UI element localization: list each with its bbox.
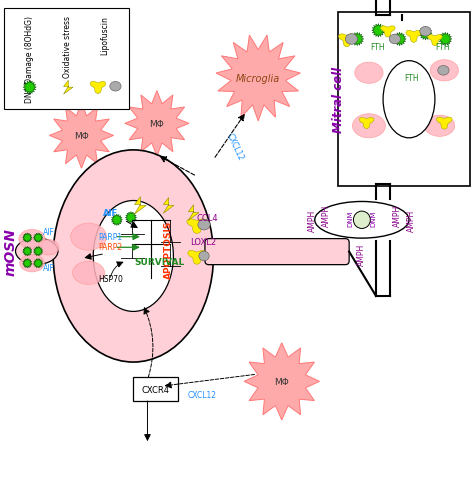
Ellipse shape — [19, 230, 45, 249]
Text: PARP2: PARP2 — [98, 242, 122, 251]
Text: AIF: AIF — [103, 209, 118, 217]
Polygon shape — [437, 118, 452, 130]
Text: mOSN: mOSN — [4, 228, 18, 275]
FancyBboxPatch shape — [338, 14, 470, 187]
Text: AMPH: AMPH — [393, 204, 402, 227]
Polygon shape — [419, 28, 432, 41]
Text: HSP70: HSP70 — [98, 274, 123, 284]
Polygon shape — [34, 233, 43, 243]
Polygon shape — [34, 259, 43, 269]
Polygon shape — [90, 82, 106, 94]
Polygon shape — [188, 251, 206, 265]
Ellipse shape — [16, 239, 58, 265]
Polygon shape — [338, 35, 355, 48]
Text: MΦ: MΦ — [74, 132, 89, 141]
Polygon shape — [164, 198, 174, 214]
Polygon shape — [406, 31, 422, 44]
Text: FTH: FTH — [370, 43, 385, 51]
Polygon shape — [23, 259, 32, 269]
Polygon shape — [23, 233, 32, 243]
Polygon shape — [359, 118, 374, 130]
Text: CXCL12: CXCL12 — [225, 132, 246, 162]
Polygon shape — [187, 219, 207, 234]
Polygon shape — [64, 81, 73, 95]
Polygon shape — [380, 27, 395, 38]
Text: DNA Damage (8OHdG): DNA Damage (8OHdG) — [25, 16, 34, 103]
Text: Oxidative stress: Oxidative stress — [63, 16, 72, 78]
Text: CXCR4: CXCR4 — [142, 385, 170, 394]
Text: FTH: FTH — [404, 74, 419, 83]
FancyBboxPatch shape — [205, 239, 349, 265]
Ellipse shape — [73, 262, 105, 285]
Ellipse shape — [389, 35, 401, 45]
Text: CCL4: CCL4 — [197, 213, 219, 222]
Text: AMPH: AMPH — [308, 209, 317, 231]
Ellipse shape — [355, 63, 383, 84]
Polygon shape — [188, 205, 199, 221]
Polygon shape — [428, 35, 442, 47]
Text: SURVIVAL: SURVIVAL — [134, 257, 184, 267]
Text: AMPH: AMPH — [407, 209, 416, 231]
Polygon shape — [393, 33, 406, 46]
Polygon shape — [125, 91, 189, 157]
Polygon shape — [372, 25, 385, 38]
Text: AMPH: AMPH — [322, 204, 331, 227]
Polygon shape — [125, 212, 137, 224]
Text: AIF: AIF — [43, 228, 55, 237]
Ellipse shape — [430, 60, 458, 82]
Ellipse shape — [353, 115, 385, 138]
FancyBboxPatch shape — [4, 9, 128, 110]
Polygon shape — [244, 343, 319, 420]
Ellipse shape — [20, 255, 44, 272]
Text: APOPTOSIS: APOPTOSIS — [164, 220, 173, 279]
Ellipse shape — [53, 151, 213, 363]
Text: DNM: DNM — [347, 210, 353, 226]
Ellipse shape — [383, 61, 435, 138]
Text: AIF: AIF — [43, 264, 55, 273]
Polygon shape — [34, 247, 43, 257]
Polygon shape — [135, 197, 146, 214]
Text: DNM: DNM — [371, 210, 377, 226]
Text: AMPH: AMPH — [357, 243, 366, 265]
Ellipse shape — [420, 28, 431, 37]
Polygon shape — [111, 214, 122, 226]
Ellipse shape — [110, 82, 121, 92]
Ellipse shape — [71, 224, 107, 251]
Text: MΦ: MΦ — [274, 377, 289, 386]
FancyBboxPatch shape — [133, 378, 178, 401]
Polygon shape — [23, 81, 36, 95]
Ellipse shape — [346, 34, 357, 45]
Ellipse shape — [38, 240, 59, 256]
Ellipse shape — [199, 252, 209, 261]
Text: FTH: FTH — [435, 43, 449, 51]
Ellipse shape — [93, 201, 173, 312]
Polygon shape — [216, 36, 301, 121]
Ellipse shape — [438, 66, 449, 76]
Text: Lipofuscin: Lipofuscin — [100, 16, 109, 55]
Ellipse shape — [425, 116, 455, 137]
Text: PARP1: PARP1 — [98, 233, 122, 242]
Polygon shape — [49, 104, 114, 169]
Ellipse shape — [315, 202, 409, 239]
Text: Microglia: Microglia — [236, 74, 280, 83]
Ellipse shape — [198, 220, 210, 230]
Polygon shape — [23, 247, 32, 257]
Circle shape — [354, 212, 370, 229]
Text: MΦ: MΦ — [149, 120, 164, 129]
Text: Mitral cell: Mitral cell — [332, 67, 345, 133]
Text: CXCL12: CXCL12 — [188, 390, 217, 399]
Polygon shape — [438, 33, 452, 46]
Polygon shape — [351, 33, 364, 46]
Text: LOXL2: LOXL2 — [190, 238, 216, 246]
